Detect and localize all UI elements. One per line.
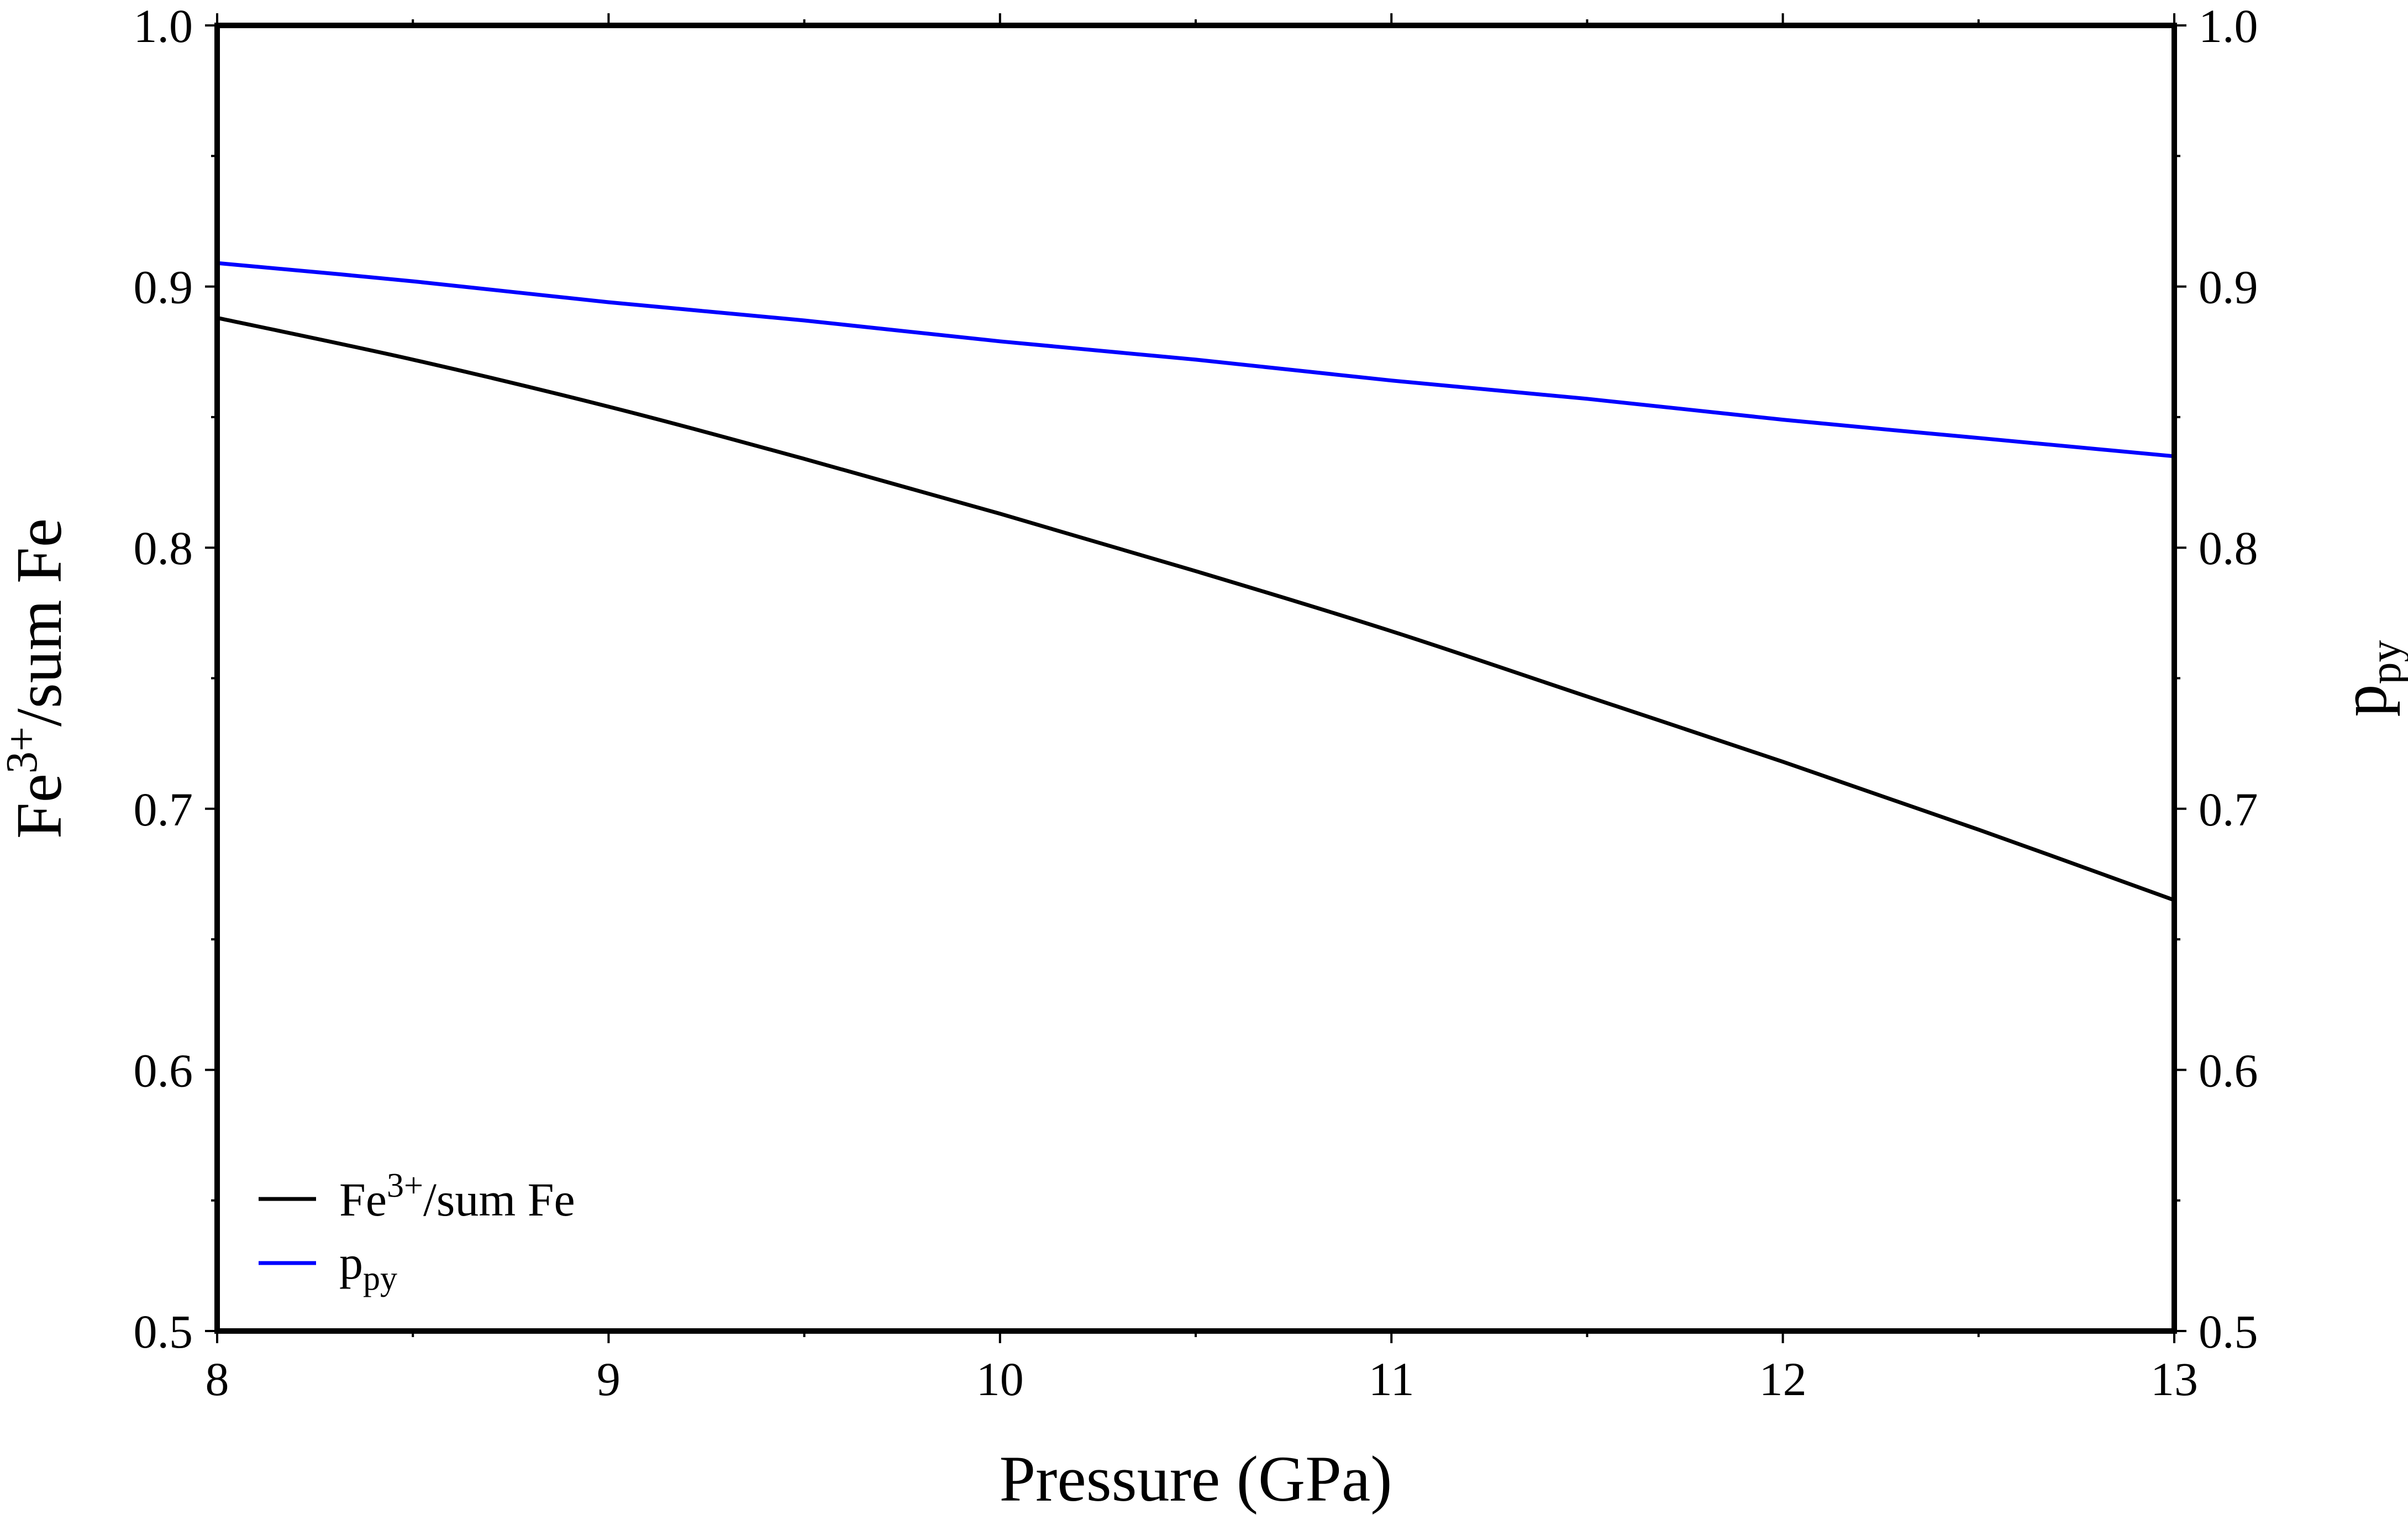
legend-fe-sup: 3+	[387, 1167, 423, 1204]
y-right-sub: py	[2362, 640, 2408, 685]
legend-label-ppy: ppy	[339, 1236, 397, 1297]
y-left-tick-label-1: 0.6	[134, 1044, 193, 1097]
y-right-tick-label-4: 0.9	[2199, 261, 2258, 314]
y-right-tick-label-0: 0.5	[2199, 1305, 2258, 1358]
y-axis-title-left: Fe3+/sum Fe	[0, 518, 75, 839]
y-left-sup: 3+	[0, 727, 46, 774]
lines-layer	[217, 261, 2175, 902]
legend-ppy-base: p	[339, 1236, 363, 1289]
legend-ppy-sub: py	[363, 1260, 397, 1297]
y-left-base: Fe	[3, 774, 75, 839]
y-right-tick-label-1: 0.6	[2199, 1044, 2258, 1097]
y-left-rest: /sum Fe	[3, 518, 75, 727]
plot-frame	[214, 23, 2177, 1334]
y-left-tick-label-4: 0.9	[134, 261, 193, 314]
x-tick-label-4: 12	[1759, 1353, 1807, 1406]
x-tick-label-1: 9	[597, 1353, 621, 1406]
y-right-tick-label-3: 0.8	[2199, 522, 2258, 575]
y-right-tick-label-2: 0.7	[2199, 783, 2258, 836]
y-left-tick-label-5: 1.0	[134, 0, 193, 52]
series-line-0	[217, 315, 2175, 902]
ticks-layer: 8 9 10 11 12 130.50.60.70.80.91.00.50.60.70.8…	[134, 0, 2258, 1406]
legend-fe-base: Fe	[339, 1173, 387, 1226]
x-tick-label-5: 13	[2151, 1353, 2198, 1406]
y-left-tick-label-0: 0.5	[134, 1305, 193, 1358]
x-tick-label-2: 10	[976, 1353, 1024, 1406]
x-axis-title: Pressure (GPa)	[999, 1443, 1392, 1515]
y-left-tick-label-2: 0.7	[134, 783, 193, 836]
y-axis-title-right: ppy	[2328, 640, 2408, 717]
y-right-base: p	[2328, 685, 2400, 717]
legend: Fe3+/sum Fe ppy	[259, 1167, 575, 1297]
series-line-1	[217, 261, 2175, 459]
y-right-tick-label-5: 1.0	[2199, 0, 2258, 52]
x-tick-label-0: 8	[206, 1353, 229, 1406]
legend-label-fe: Fe3+/sum Fe	[339, 1167, 575, 1226]
x-tick-label-3: 11	[1369, 1353, 1415, 1406]
legend-fe-rest: /sum Fe	[423, 1173, 575, 1226]
y-left-tick-label-3: 0.8	[134, 522, 193, 575]
